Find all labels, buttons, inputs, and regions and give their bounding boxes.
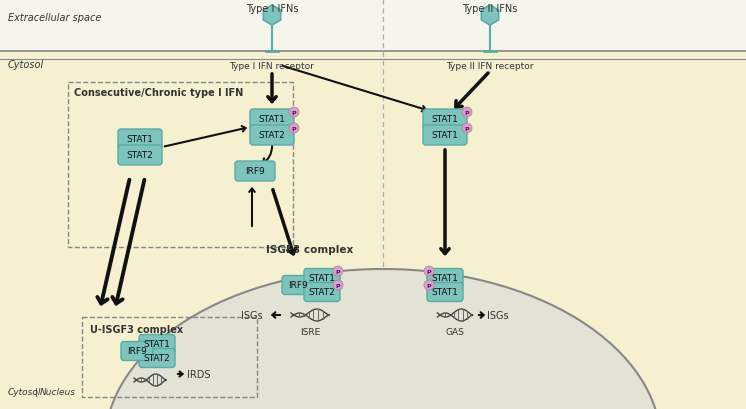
FancyBboxPatch shape — [423, 110, 467, 130]
Text: STAT1: STAT1 — [127, 135, 154, 144]
Text: STAT1: STAT1 — [432, 288, 459, 297]
Polygon shape — [481, 6, 498, 26]
Text: STAT1: STAT1 — [432, 115, 459, 124]
Text: STAT2: STAT2 — [144, 354, 170, 363]
FancyBboxPatch shape — [282, 276, 314, 295]
Text: Type I IFNs: Type I IFNs — [245, 4, 298, 14]
Ellipse shape — [105, 270, 661, 409]
Circle shape — [424, 266, 434, 276]
Circle shape — [424, 280, 434, 290]
Circle shape — [333, 266, 343, 276]
FancyBboxPatch shape — [139, 348, 175, 368]
Bar — [0, 0, 746, 52]
Text: Type I IFN receptor: Type I IFN receptor — [230, 62, 314, 71]
Text: Extracellular space: Extracellular space — [8, 13, 101, 23]
Text: P: P — [465, 126, 469, 131]
Text: ISRE: ISRE — [300, 327, 320, 336]
Text: P: P — [465, 110, 469, 115]
Text: Nucleus: Nucleus — [40, 387, 76, 396]
Text: P: P — [427, 283, 431, 288]
FancyBboxPatch shape — [118, 130, 162, 150]
Text: P: P — [336, 283, 340, 288]
Circle shape — [462, 108, 472, 118]
Text: P: P — [292, 126, 296, 131]
FancyBboxPatch shape — [250, 110, 294, 130]
Text: STAT1: STAT1 — [309, 274, 336, 283]
Bar — [0, 52, 746, 409]
Polygon shape — [263, 6, 280, 26]
Text: P: P — [427, 269, 431, 274]
Text: IRF9: IRF9 — [245, 167, 265, 176]
Text: STAT1: STAT1 — [259, 115, 286, 124]
Text: STAT2: STAT2 — [309, 288, 336, 297]
FancyBboxPatch shape — [427, 269, 463, 288]
FancyBboxPatch shape — [304, 269, 340, 288]
Text: STAT1: STAT1 — [432, 131, 459, 140]
FancyBboxPatch shape — [235, 162, 275, 182]
Text: U-ISGF3 complex: U-ISGF3 complex — [90, 324, 183, 334]
Circle shape — [462, 124, 472, 134]
Text: STAT1: STAT1 — [432, 274, 459, 283]
Text: STAT2: STAT2 — [259, 131, 286, 140]
Text: Cytosol: Cytosol — [8, 60, 44, 70]
Circle shape — [289, 124, 299, 134]
Text: IRF9: IRF9 — [288, 281, 308, 290]
Text: GAS: GAS — [445, 327, 465, 336]
Text: |: | — [35, 387, 38, 396]
Text: P: P — [292, 110, 296, 115]
FancyBboxPatch shape — [118, 146, 162, 166]
Text: Cytosol: Cytosol — [8, 387, 41, 396]
FancyBboxPatch shape — [427, 283, 463, 302]
Circle shape — [289, 108, 299, 118]
FancyBboxPatch shape — [121, 342, 153, 361]
Text: Type II IFNs: Type II IFNs — [463, 4, 518, 14]
Text: Type II IFN receptor: Type II IFN receptor — [446, 62, 533, 71]
FancyBboxPatch shape — [250, 126, 294, 146]
Text: ISGs: ISGs — [487, 310, 509, 320]
FancyBboxPatch shape — [423, 126, 467, 146]
Text: IRF9: IRF9 — [127, 347, 147, 356]
Text: STAT2: STAT2 — [127, 151, 154, 160]
FancyBboxPatch shape — [304, 283, 340, 302]
Text: STAT1: STAT1 — [143, 339, 170, 348]
Text: Consecutive/Chronic type I IFN: Consecutive/Chronic type I IFN — [74, 88, 243, 98]
Circle shape — [333, 280, 343, 290]
FancyBboxPatch shape — [139, 335, 175, 354]
Text: P: P — [336, 269, 340, 274]
Text: IRDS: IRDS — [187, 369, 210, 379]
Text: ISGF3 complex: ISGF3 complex — [266, 245, 354, 254]
Text: ISGs: ISGs — [242, 310, 263, 320]
